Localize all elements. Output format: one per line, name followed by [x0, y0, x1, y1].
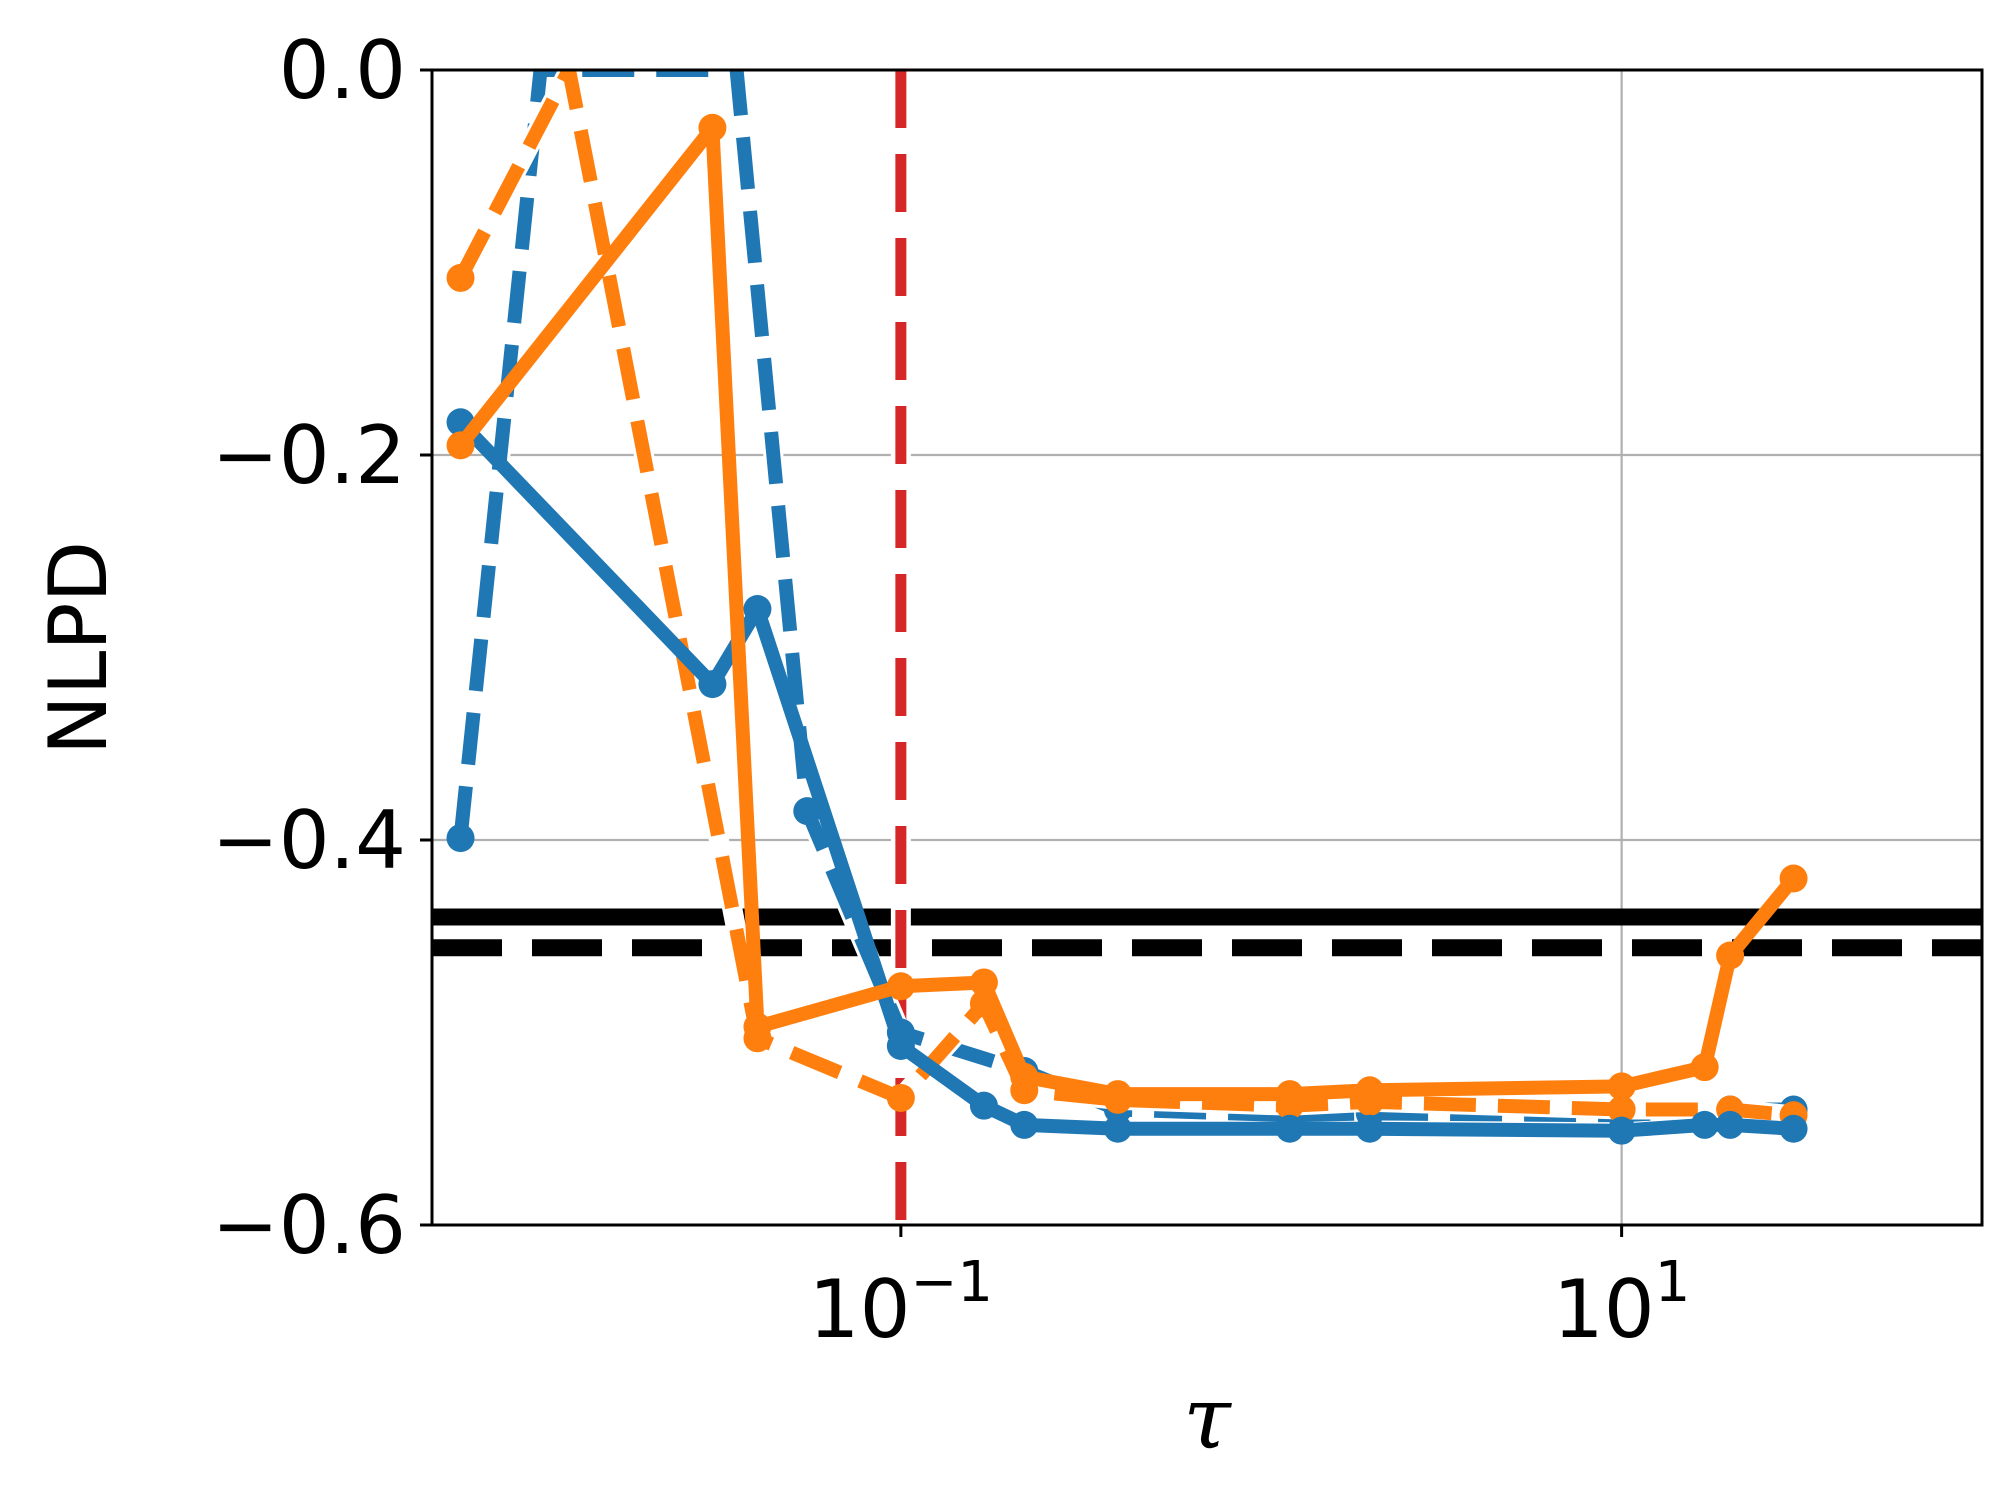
series-blue-solid-point: [1275, 1114, 1304, 1143]
series-orange-solid-point: [1103, 1080, 1132, 1109]
series-blue-solid-point: [886, 1031, 915, 1060]
series-blue-solid-point: [1103, 1114, 1132, 1143]
series-blue-solid-point: [1355, 1114, 1384, 1143]
series-blue-solid-point: [698, 670, 727, 699]
y-tick-label: −0.6: [212, 1179, 406, 1272]
y-tick-label: −0.2: [212, 409, 406, 502]
x-tick-label-base: 10: [809, 1263, 911, 1356]
x-tick-label: 10−1: [809, 1250, 993, 1356]
series-orange-solid-point: [1779, 864, 1808, 893]
series-orange-solid-point: [1010, 1062, 1039, 1091]
series-blue-solid-point: [969, 1091, 998, 1120]
x-tick-label-base: 10: [1553, 1263, 1655, 1356]
x-tick-label-exponent: −1: [910, 1250, 993, 1315]
series-orange-solid-point: [969, 968, 998, 997]
x-tick-label-exponent: 1: [1655, 1250, 1691, 1315]
y-tick-label: 0.0: [279, 24, 406, 117]
series-blue-solid-point: [743, 595, 772, 623]
series-orange-dashed-line: [454, 70, 1795, 1123]
series-blue-solid-point: [1779, 1114, 1808, 1143]
series-lines: [446, 70, 1808, 1145]
series-orange-solid-point: [886, 972, 915, 1001]
plot-frame: [430, 68, 1984, 1227]
y-axis-title: NLPD: [32, 541, 125, 755]
x-axis-title: τ: [1183, 1369, 1232, 1469]
series-orange-solid-point: [446, 431, 475, 460]
series-orange-solid-point: [743, 1012, 772, 1041]
series-orange-solid-point: [1275, 1080, 1304, 1109]
series-orange-dashed-point: [446, 263, 475, 292]
series-blue-dashed-point: [446, 824, 475, 853]
series-orange-solid-point: [1716, 941, 1745, 970]
y-tick-label: −0.4: [212, 794, 406, 887]
series-blue-solid-point: [1607, 1116, 1636, 1145]
series-orange-solid-point: [1355, 1076, 1384, 1105]
series-orange-solid-point: [698, 113, 727, 142]
plot-background: [432, 70, 1982, 1225]
series-orange-dashed-point: [886, 1083, 915, 1112]
series-orange-solid-point: [1690, 1053, 1719, 1082]
series-orange-solid-point: [1607, 1072, 1636, 1101]
series-orange-dashed-point: [1607, 1095, 1636, 1124]
series-blue-solid-point: [1010, 1110, 1039, 1139]
series-blue-solid-point: [1716, 1110, 1745, 1139]
x-tick-label: 101: [1553, 1250, 1690, 1356]
series-blue-solid-point: [1690, 1110, 1719, 1139]
